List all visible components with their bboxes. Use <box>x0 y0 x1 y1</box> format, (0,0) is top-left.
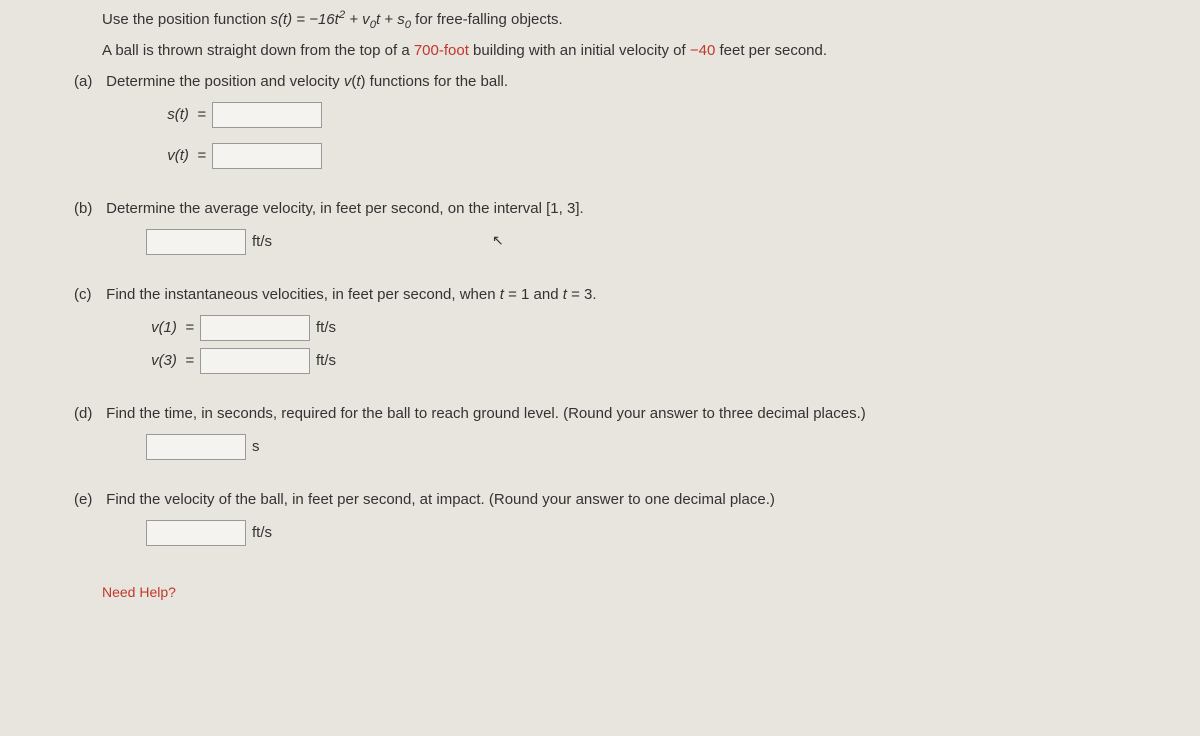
part-a-text: Determine the position and velocity v(t)… <box>106 73 508 90</box>
cursor-icon: ↖ <box>492 228 504 253</box>
intro-text-suffix: for free-falling objects. <box>411 11 563 28</box>
row-v1: v(1) = ft/s <box>134 314 1186 341</box>
input-v3[interactable] <box>200 348 310 374</box>
unit-e: ft/s <box>252 519 272 546</box>
part-c-prompt: (c) Find the instantaneous velocities, i… <box>14 281 1186 308</box>
value-height: 700-foot <box>414 42 469 59</box>
row-s-of-t: s(t) = <box>146 101 1186 128</box>
row-time: s <box>146 433 1186 460</box>
part-a-prompt: (a) Determine the position and velocity … <box>14 68 1186 95</box>
part-c-text: Find the instantaneous velocities, in fe… <box>106 286 596 303</box>
part-d-marker: (d) <box>74 400 102 427</box>
input-s-of-t[interactable] <box>212 102 322 128</box>
label-s-of-t: s(t) = <box>146 101 206 128</box>
input-impact-velocity[interactable] <box>146 520 246 546</box>
input-time[interactable] <box>146 434 246 460</box>
part-d-prompt: (d) Find the time, in seconds, required … <box>14 400 1186 427</box>
part-b-prompt: (b) Determine the average velocity, in f… <box>14 195 1186 222</box>
need-help-row: Need Help? <box>14 580 1186 605</box>
part-b-marker: (b) <box>74 195 102 222</box>
part-b-text: Determine the average velocity, in feet … <box>106 200 584 217</box>
unit-c3: ft/s <box>316 347 336 374</box>
part-e-prompt: (e) Find the velocity of the ball, in fe… <box>14 486 1186 513</box>
part-e-marker: (e) <box>74 486 102 513</box>
part-d-text: Find the time, in seconds, required for … <box>106 405 866 422</box>
label-v1: v(1) = <box>134 314 194 341</box>
label-v-of-t: v(t) = <box>146 142 206 169</box>
row-avg-velocity: ft/s ↖ <box>146 228 1186 255</box>
part-e-text: Find the velocity of the ball, in feet p… <box>106 491 775 508</box>
intro-line-1: Use the position function s(t) = −16t2 +… <box>14 6 1186 33</box>
input-avg-velocity[interactable] <box>146 229 246 255</box>
unit-d: s <box>252 433 260 460</box>
intro-func: s(t) = −16t2 + v0t + s0 <box>270 11 411 28</box>
unit-b: ft/s <box>252 228 272 255</box>
value-velocity: −40 <box>690 42 715 59</box>
input-v1[interactable] <box>200 315 310 341</box>
intro-text-prefix: Use the position function <box>102 11 270 28</box>
label-v3: v(3) = <box>134 347 194 374</box>
row-impact-velocity: ft/s <box>146 519 1186 546</box>
part-a-marker: (a) <box>74 68 102 95</box>
problem-page: Use the position function s(t) = −16t2 +… <box>0 0 1200 615</box>
input-v-of-t[interactable] <box>212 143 322 169</box>
row-v-of-t: v(t) = <box>146 142 1186 169</box>
part-c-marker: (c) <box>74 281 102 308</box>
unit-c1: ft/s <box>316 314 336 341</box>
row-v3: v(3) = ft/s <box>134 347 1186 374</box>
intro-line-2: A ball is thrown straight down from the … <box>14 37 1186 64</box>
need-help-link[interactable]: Need Help? <box>102 584 176 600</box>
